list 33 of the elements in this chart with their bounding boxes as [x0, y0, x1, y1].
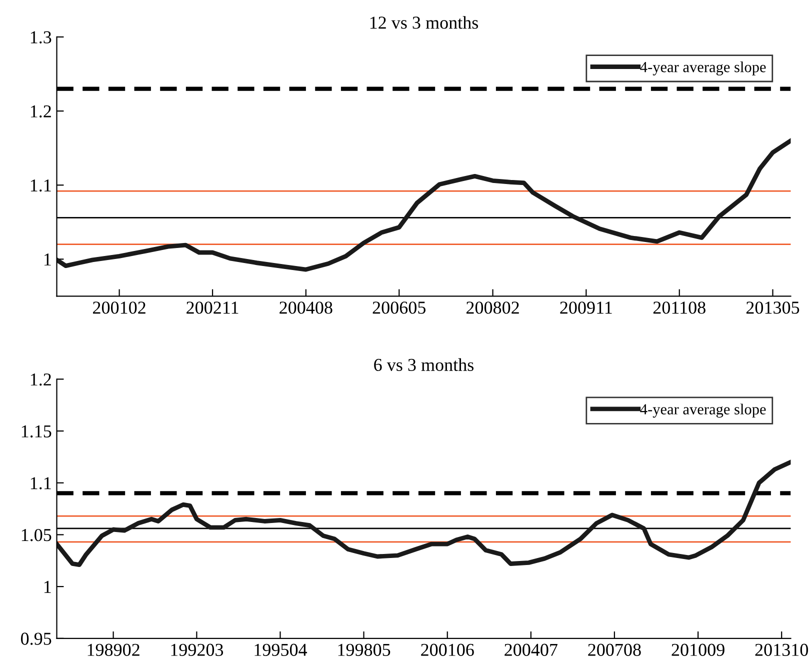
y-tick-label: 1: [44, 254, 51, 266]
legend-label: 4-year average slope: [640, 404, 766, 418]
x-tick-label: 198902: [88, 644, 140, 656]
x-tick-label: 201310: [755, 644, 808, 656]
x-tick-label: 200708: [588, 644, 641, 656]
x-tick-label: 200102: [93, 302, 146, 314]
x-tick-label: 200605: [372, 302, 426, 314]
x-tick-label: 199805: [338, 644, 390, 656]
x-tick-label: 200106: [421, 644, 474, 656]
y-tick-label: 1.3: [30, 31, 52, 44]
x-tick-label: 200407: [504, 644, 558, 656]
y-tick-label: 1.05: [22, 528, 52, 542]
x-tick-label: 200408: [280, 302, 332, 314]
chart-title: 6 vs 3 months: [374, 358, 474, 372]
y-tick-label: 1.15: [22, 425, 52, 438]
y-tick-label: 1.1: [30, 477, 51, 490]
y-tick-label: 1.2: [30, 105, 51, 118]
y-tick-label: 1.2: [30, 373, 51, 386]
x-tick-label: 200211: [186, 302, 238, 314]
chart-title: 12 vs 3 months: [370, 16, 478, 29]
line-series: [56, 460, 791, 567]
x-tick-label: 199203: [171, 644, 224, 656]
x-tick-label: 201108: [653, 302, 706, 314]
x-tick-label: 199504: [254, 644, 308, 656]
x-tick-label: 201009: [672, 644, 724, 656]
y-tick-label: 1: [44, 580, 51, 593]
line-series: [56, 138, 791, 272]
x-tick-label: 200802: [466, 302, 519, 314]
x-tick-label: 200911: [560, 302, 612, 314]
y-tick-label: 0.95: [21, 632, 52, 645]
y-tick-label: 1.1: [30, 179, 51, 192]
x-tick-label: 201305: [746, 302, 800, 314]
legend-label: 4-year average slope: [640, 62, 766, 76]
